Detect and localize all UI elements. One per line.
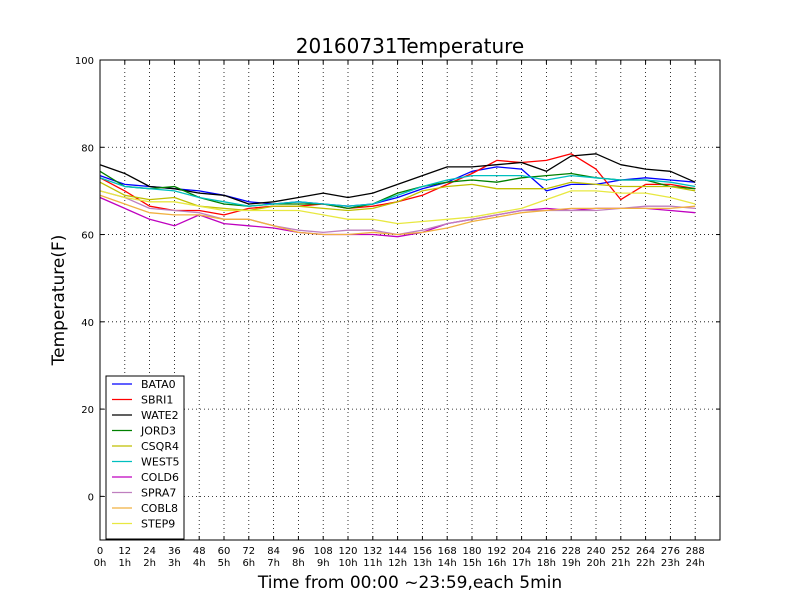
x-tick-hour-label: 16h <box>487 558 506 569</box>
legend-label: SPRA7 <box>141 487 176 500</box>
x-tick-label: 108 <box>314 546 333 557</box>
x-tick-label: 60 <box>218 546 231 557</box>
y-tick-label: 100 <box>75 56 94 67</box>
x-tick-hour-label: 1h <box>118 558 131 569</box>
x-tick-hour-label: 9h <box>317 558 330 569</box>
legend-label: SBRI1 <box>141 394 173 407</box>
x-tick-label: 36 <box>168 546 181 557</box>
x-tick-hour-label: 24h <box>686 558 705 569</box>
y-tick-label: 20 <box>81 405 94 416</box>
x-tick-label: 84 <box>267 546 280 557</box>
x-tick-label: 96 <box>292 546 305 557</box>
x-tick-hour-label: 14h <box>438 558 457 569</box>
x-tick-hour-label: 8h <box>292 558 305 569</box>
x-tick-hour-label: 20h <box>586 558 605 569</box>
x-tick-label: 228 <box>562 546 581 557</box>
legend-box <box>105 375 185 540</box>
y-axis-label: Temperature(F) <box>49 235 69 367</box>
x-tick-hour-label: 17h <box>512 558 531 569</box>
x-tick-hour-label: 22h <box>636 558 655 569</box>
x-tick-hour-label: 15h <box>462 558 481 569</box>
x-axis-label: Time from 00:00 ~23:59,each 5min <box>257 573 562 593</box>
legend-label: JORD3 <box>140 425 176 438</box>
x-tick-hour-label: 0h <box>94 558 107 569</box>
x-tick-label: 192 <box>487 546 506 557</box>
series-line-west5 <box>99 174 696 207</box>
x-tick-label: 276 <box>661 546 680 557</box>
legend-label: WEST5 <box>141 456 180 469</box>
legend-label: STEP9 <box>141 518 175 531</box>
y-tick-label: 0 <box>88 492 94 503</box>
x-tick-label: 132 <box>363 546 382 557</box>
y-tick-label: 80 <box>81 143 94 154</box>
legend-label: COLD6 <box>141 471 179 484</box>
x-tick-hour-label: 19h <box>562 558 581 569</box>
x-tick-hour-label: 13h <box>413 558 432 569</box>
series-line-wate2 <box>99 153 696 205</box>
plot-frame <box>99 59 721 541</box>
x-tick-label: 240 <box>586 546 605 557</box>
x-tick-hour-label: 6h <box>242 558 255 569</box>
x-tick-label: 144 <box>388 546 407 557</box>
x-tick-label: 12 <box>118 546 131 557</box>
x-tick-hour-label: 3h <box>168 558 181 569</box>
x-tick-label: 216 <box>537 546 556 557</box>
x-tick-hour-label: 5h <box>218 558 231 569</box>
legend: BATA0 SBRI1 WATE2 JORD3 CSQR4 WEST5 COLD6 SPRA7… <box>105 375 185 540</box>
x-tick-hour-label: 7h <box>267 558 280 569</box>
x-tick-label: 168 <box>438 546 457 557</box>
chart-title: 20160731Temperature <box>296 34 525 58</box>
x-tick-label: 180 <box>462 546 481 557</box>
x-tick-hour-label: 4h <box>193 558 206 569</box>
series-line-step9 <box>99 190 696 225</box>
x-tick-label: 120 <box>338 546 357 557</box>
series-lines <box>99 153 696 238</box>
legend-label: WATE2 <box>141 409 179 422</box>
legend-label: BATA0 <box>141 378 176 391</box>
x-tick-label: 0 <box>97 546 103 557</box>
x-tick-hour-label: 18h <box>537 558 556 569</box>
x-tick-label: 48 <box>193 546 206 557</box>
x-tick-hour-label: 2h <box>143 558 156 569</box>
x-tick-label: 264 <box>636 546 655 557</box>
x-tick-label: 204 <box>512 546 531 557</box>
x-tick-hour-label: 21h <box>611 558 630 569</box>
x-tick-label: 288 <box>686 546 705 557</box>
grid <box>99 59 720 540</box>
series-line-cobl8 <box>99 194 696 236</box>
x-tick-label: 252 <box>611 546 630 557</box>
y-tick-label: 40 <box>81 318 94 329</box>
x-tick-hour-label: 23h <box>661 558 680 569</box>
axis-ticks: 00h121h242h363h484h605h726h847h968h1089h… <box>75 56 720 569</box>
x-tick-hour-label: 12h <box>388 558 407 569</box>
x-tick-hour-label: 11h <box>363 558 382 569</box>
x-tick-hour-label: 10h <box>338 558 357 569</box>
y-tick-label: 60 <box>81 231 94 242</box>
x-tick-label: 24 <box>143 546 156 557</box>
legend-label: COBL8 <box>141 502 178 515</box>
x-tick-label: 156 <box>413 546 432 557</box>
legend-label: CSQR4 <box>141 440 179 453</box>
x-tick-label: 72 <box>242 546 255 557</box>
